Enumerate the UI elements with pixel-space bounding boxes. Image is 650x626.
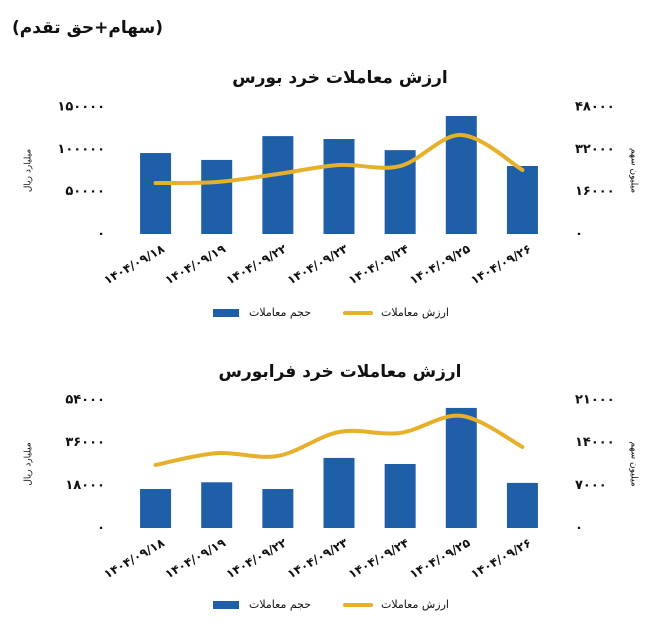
- x-tick-label: ۱۴۰۴/۰۹/۲۳: [285, 241, 351, 287]
- x-tick-label: ۱۴۰۴/۰۹/۱۸: [101, 241, 167, 287]
- bar: [506, 482, 538, 528]
- chart-title: ارزش معاملات خرد بورس: [232, 68, 447, 88]
- bar: [201, 482, 233, 528]
- x-tick-label: ۱۴۰۴/۰۹/۲۵: [407, 242, 472, 288]
- legend-label: ارزش معاملات: [381, 598, 449, 611]
- line: [153, 132, 525, 186]
- bar: [140, 153, 172, 234]
- bar: [445, 407, 477, 528]
- legend-swatch: [213, 601, 239, 609]
- y-tick-label: ۱۸۰۰۰: [65, 478, 105, 493]
- x-tick-label: ۱۴۰۴/۰۹/۲۶: [468, 536, 533, 582]
- y2-axis-label: میلیون سهم: [629, 441, 639, 486]
- bar: [262, 488, 294, 528]
- legend-label: حجم معاملات: [249, 598, 311, 611]
- y-tick-label: ۵۴۰۰۰: [65, 393, 105, 408]
- y2-tick-label: ۰: [575, 227, 583, 242]
- x-tick-label: ۱۴۰۴/۰۹/۲۳: [285, 535, 351, 581]
- legend-swatch: [213, 309, 239, 317]
- bar: [323, 457, 355, 528]
- x-tick-label: ۱۴۰۴/۰۹/۱۹: [163, 241, 229, 287]
- x-tick-label: ۱۴۰۴/۰۹/۲۴: [346, 536, 411, 582]
- y-tick-label: ۰: [97, 227, 105, 242]
- y-tick-label: ۱۰۰۰۰۰: [57, 142, 105, 157]
- y2-axis-label: میلیون سهم: [629, 148, 639, 193]
- bar: [323, 139, 355, 234]
- x-tick-label: ۱۴۰۴/۰۹/۲۴: [346, 242, 411, 288]
- legend-label: ارزش معاملات: [381, 306, 449, 319]
- y-tick-label: ۳۶۰۰۰: [65, 435, 105, 450]
- bar: [506, 166, 538, 234]
- y-tick-label: ۰: [97, 521, 105, 536]
- bar: [201, 159, 233, 234]
- line: [153, 413, 525, 467]
- y-axis-label: میلیارد ریال: [24, 149, 34, 193]
- y2-tick-label: ۲۱۰۰۰: [575, 393, 615, 408]
- chart-title: ارزش معاملات خرد فرابورس: [218, 362, 461, 382]
- x-tick-label: ۱۴۰۴/۰۹/۲۵: [407, 536, 472, 582]
- bar: [140, 488, 172, 528]
- y2-tick-label: ۱۶۰۰۰: [575, 184, 615, 199]
- y-tick-label: ۵۰۰۰۰: [65, 184, 105, 199]
- x-tick-label: ۱۴۰۴/۰۹/۲۲: [224, 241, 290, 287]
- bar: [262, 136, 294, 234]
- y2-tick-label: ۳۲۰۰۰: [575, 142, 615, 157]
- x-tick-label: ۱۴۰۴/۰۹/۱۸: [101, 535, 167, 581]
- page-header: (سهام+حق تقدم): [12, 18, 163, 38]
- bar: [384, 464, 416, 528]
- y2-tick-label: ۱۴۰۰۰: [575, 435, 615, 450]
- x-tick-label: ۱۴۰۴/۰۹/۲۶: [468, 242, 533, 288]
- y-tick-label: ۱۵۰۰۰۰: [57, 100, 105, 115]
- x-tick-label: ۱۴۰۴/۰۹/۱۹: [163, 535, 229, 581]
- legend-label: حجم معاملات: [249, 306, 311, 319]
- y2-tick-label: ۴۸۰۰۰: [575, 100, 615, 115]
- y2-tick-label: ۰: [575, 521, 583, 536]
- x-tick-label: ۱۴۰۴/۰۹/۲۲: [224, 535, 290, 581]
- y-axis-label: میلیارد ریال: [24, 442, 34, 486]
- y2-tick-label: ۷۰۰۰: [575, 478, 607, 493]
